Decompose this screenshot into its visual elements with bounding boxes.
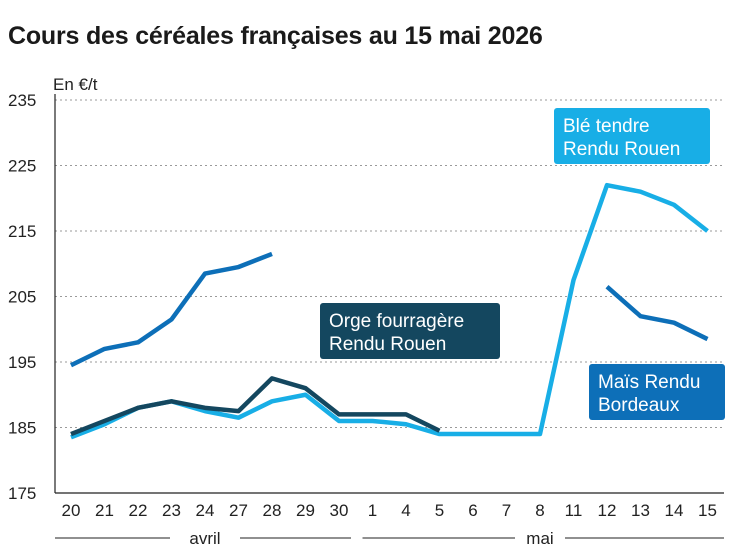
y-axis-ticks: 175 185 195 205 215 225 235 xyxy=(8,91,36,503)
x-tick-label: 29 xyxy=(296,501,315,520)
series-label-text: Blé tendre xyxy=(563,116,650,137)
series-label-text: Bordeaux xyxy=(598,395,680,416)
x-tick-label: 1 xyxy=(368,501,377,520)
y-tick-label: 185 xyxy=(8,419,36,438)
y-tick-label: 215 xyxy=(8,222,36,241)
x-tick-label: 14 xyxy=(665,501,684,520)
series-label-text: Maïs Rendu xyxy=(598,372,700,393)
y-tick-label: 225 xyxy=(8,157,36,176)
series-line-1 xyxy=(70,376,441,437)
x-tick-label: 6 xyxy=(468,501,477,520)
series-label-text: Rendu Rouen xyxy=(563,139,680,160)
x-tick-label: 7 xyxy=(502,501,511,520)
y-tick-label: 235 xyxy=(8,91,36,110)
x-tick-label: 5 xyxy=(435,501,444,520)
month-label: avril xyxy=(189,529,220,548)
x-tick-label: 13 xyxy=(631,501,650,520)
series-lines xyxy=(70,182,709,440)
month-groups: avril mai xyxy=(55,529,724,548)
series-label-background xyxy=(320,303,500,359)
x-tick-label: 30 xyxy=(330,501,349,520)
x-tick-label: 23 xyxy=(162,501,181,520)
x-tick-label: 21 xyxy=(95,501,114,520)
month-label: mai xyxy=(526,529,553,548)
series-line-2 xyxy=(70,251,273,368)
series-line-2 xyxy=(605,284,709,342)
series-label-background xyxy=(589,364,725,420)
series-label-background xyxy=(554,108,710,164)
x-tick-label: 8 xyxy=(535,501,544,520)
x-tick-label: 28 xyxy=(263,501,282,520)
y-tick-label: 195 xyxy=(8,353,36,372)
chart-title: Cours des céréales françaises au 15 mai … xyxy=(8,22,543,50)
x-tick-label: 11 xyxy=(565,501,583,520)
x-tick-label: 12 xyxy=(598,501,617,520)
gridlines xyxy=(54,94,724,494)
y-tick-label: 205 xyxy=(8,288,36,307)
x-tick-label: 20 xyxy=(62,501,81,520)
series-label-text: Rendu Rouen xyxy=(329,334,446,355)
series-label-text: Orge fourragère xyxy=(329,311,464,332)
y-tick-label: 175 xyxy=(8,484,36,503)
x-tick-label: 4 xyxy=(401,501,410,520)
x-axis-ticks: 20 21 22 23 24 27 28 29 30 1 4 5 6 7 8 11 12 13 14 15 xyxy=(62,501,717,520)
x-tick-label: 27 xyxy=(229,501,248,520)
x-tick-label: 22 xyxy=(129,501,148,520)
y-axis-unit-label: En €/t xyxy=(53,75,98,94)
x-tick-label: 24 xyxy=(196,501,215,520)
x-tick-label: 15 xyxy=(698,501,717,520)
